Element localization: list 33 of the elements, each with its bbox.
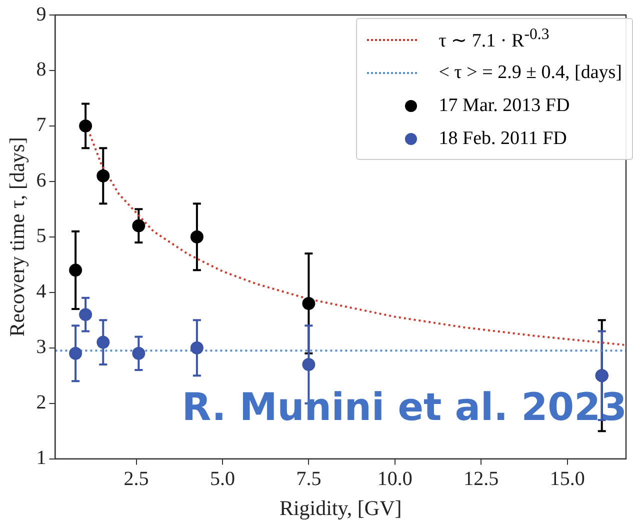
point — [79, 119, 92, 132]
y-tick-label: 8 — [36, 58, 46, 81]
x-tick-label: 2.5 — [124, 468, 149, 490]
x-tick-label: 15.0 — [550, 468, 585, 490]
point — [132, 219, 146, 232]
y-tick-label: 9 — [36, 3, 46, 26]
point — [302, 358, 316, 371]
legend-label: 17 Mar. 2013 FD — [438, 94, 570, 116]
y-tick-label: 7 — [36, 114, 46, 136]
point — [69, 264, 82, 277]
x-tick-label: 10.0 — [377, 468, 412, 490]
point — [190, 230, 204, 244]
y-tick-label: 6 — [36, 170, 46, 192]
y-axis-title: Recovery time τ, [days] — [5, 137, 30, 337]
point — [69, 346, 82, 360]
point — [96, 336, 110, 349]
point — [132, 346, 146, 360]
legend-label: < τ > = 2.9 ± 0.4, [days] — [438, 62, 622, 84]
y-tick-label: 3 — [36, 336, 46, 358]
point — [79, 308, 92, 322]
x-tick-label: 7.5 — [296, 468, 322, 490]
y-tick-label: 5 — [36, 225, 46, 248]
legend-label: τ ∼ 7.1 · R$^{-0.3}$ — [438, 26, 550, 53]
x-tick-label: 5.0 — [210, 468, 235, 490]
point — [190, 341, 204, 354]
y-tick-label: 1 — [36, 447, 46, 470]
x-tick-label: 12.5 — [464, 468, 499, 490]
x-axis-title: Rigidity, [GV] — [279, 496, 402, 520]
point — [302, 296, 316, 310]
point — [96, 169, 110, 182]
legend-label: 18 Feb. 2011 FD — [438, 128, 567, 150]
y-tick-label: 4 — [36, 280, 46, 303]
y-tick-label: 2 — [36, 392, 46, 414]
